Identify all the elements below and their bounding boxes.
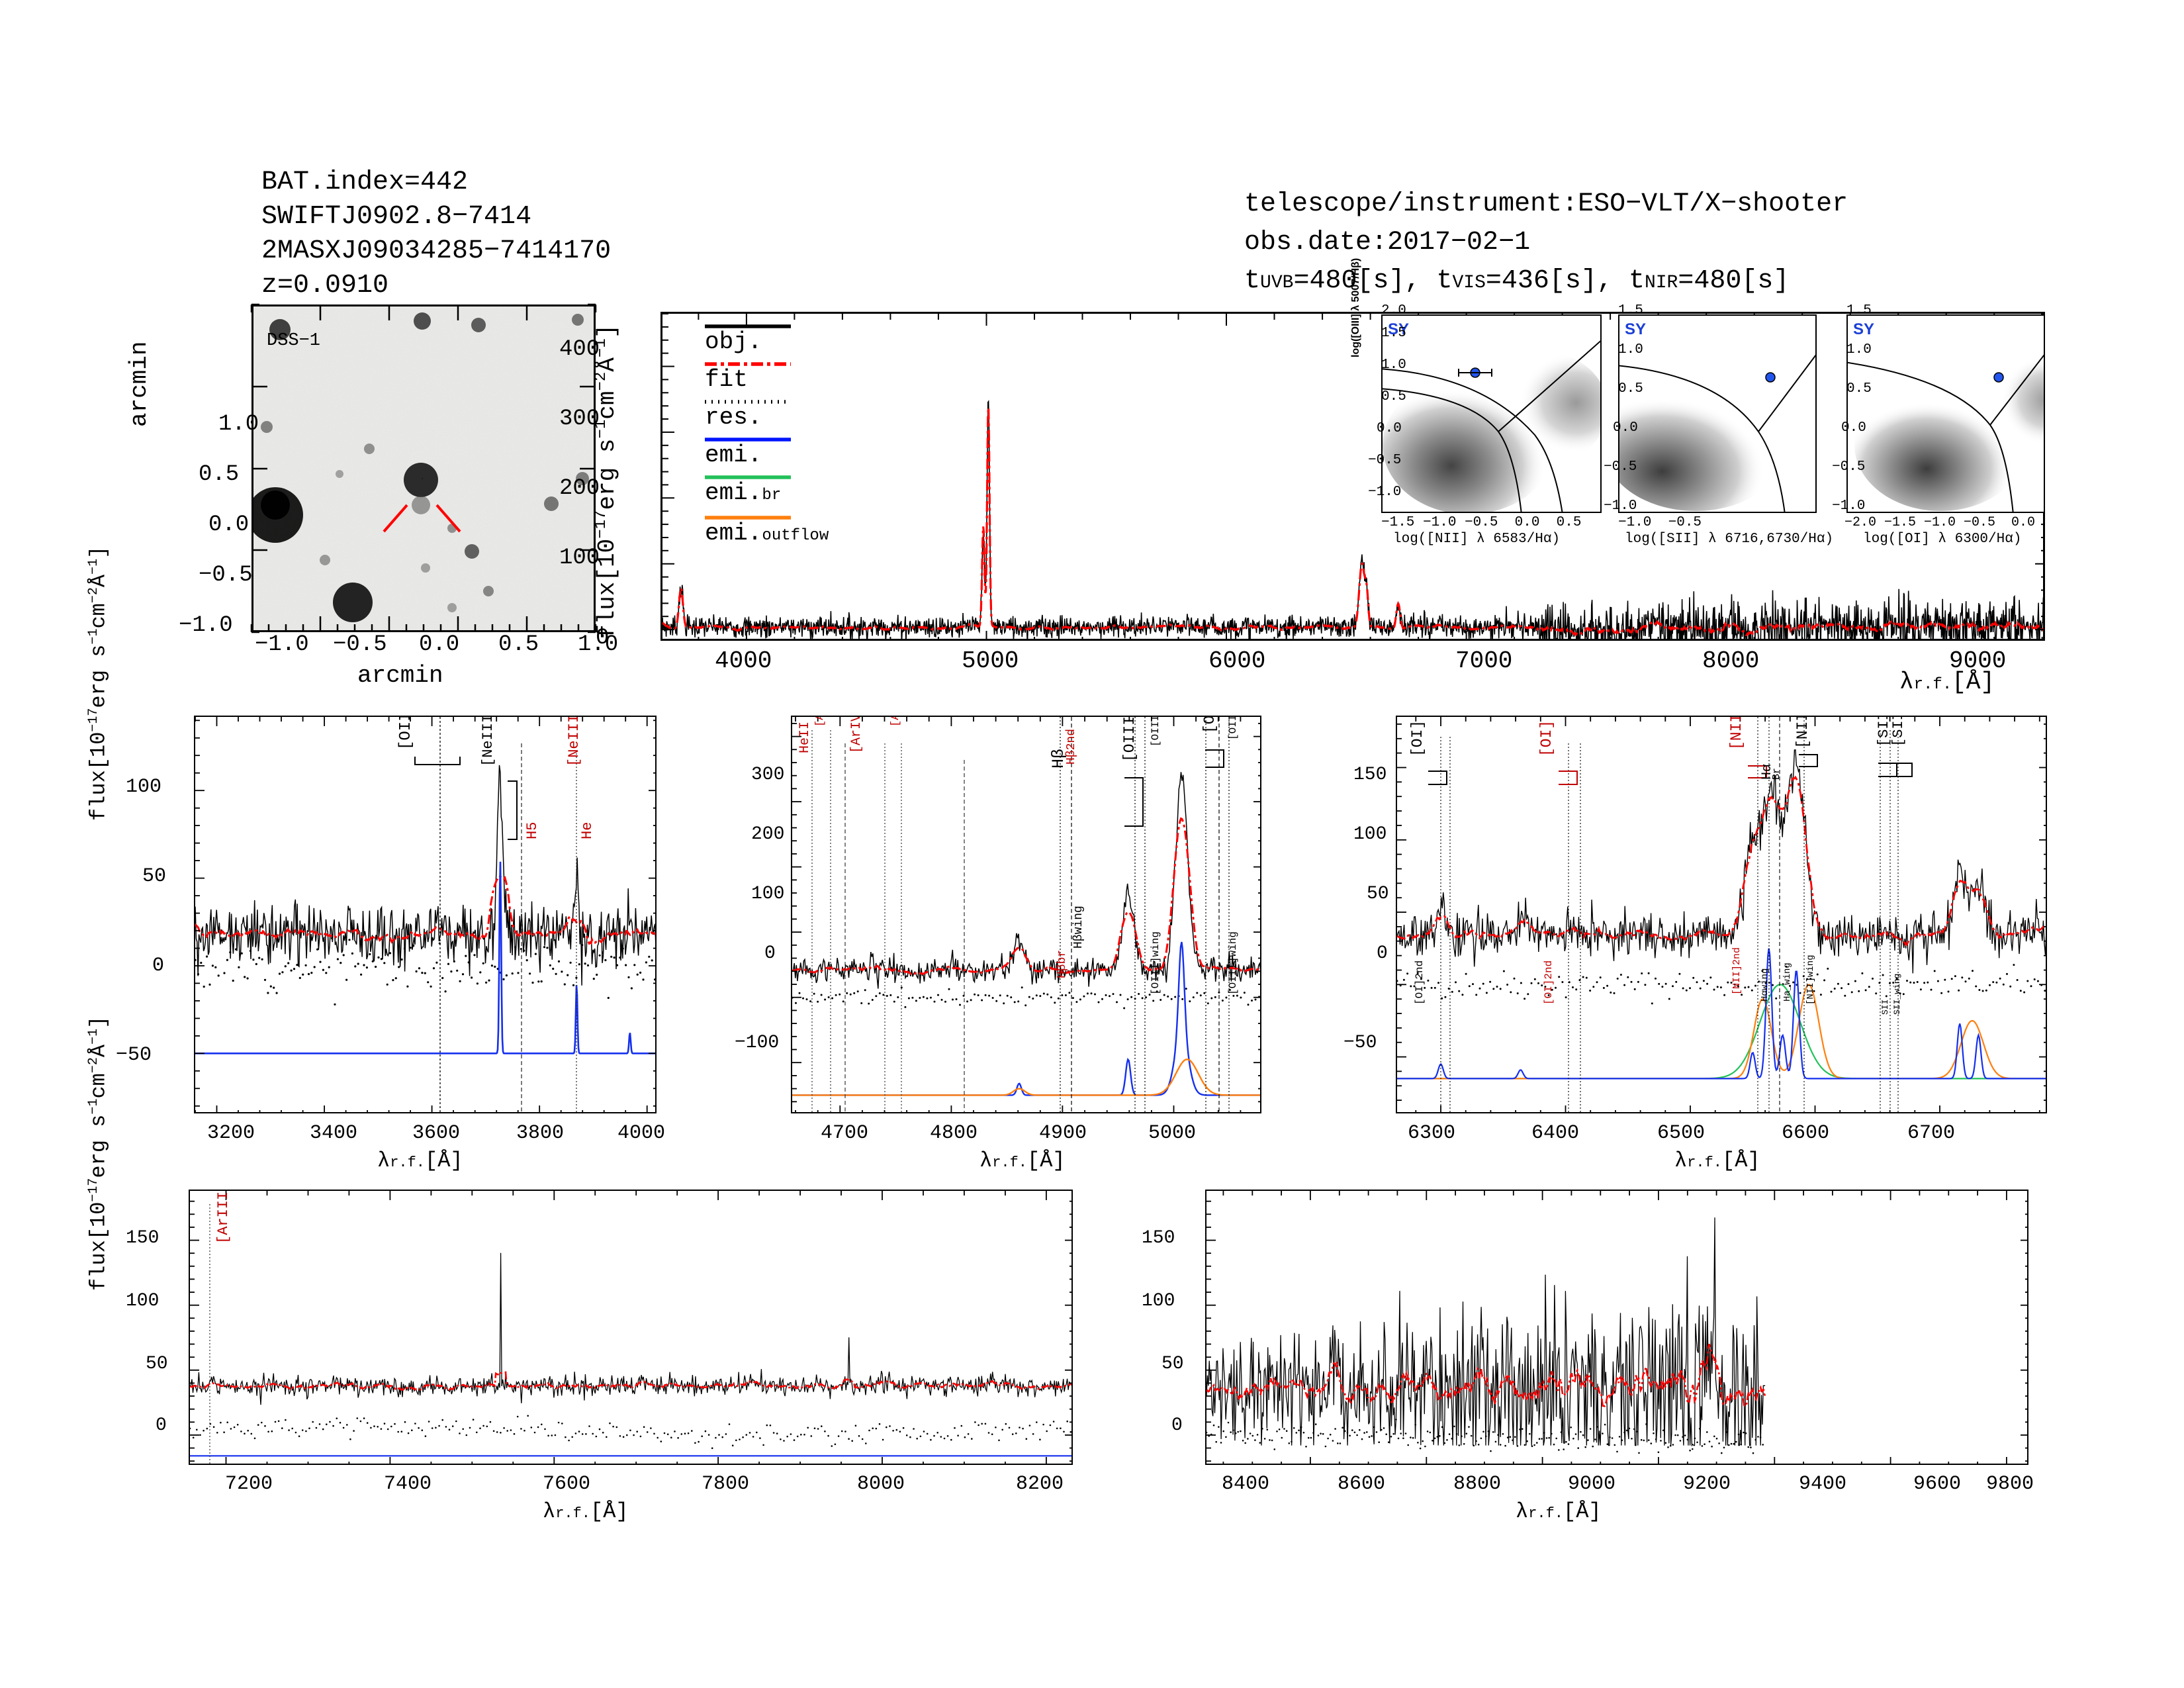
svg-text:SY: SY [1625,320,1646,338]
svg-text:SY: SY [1853,320,1874,338]
